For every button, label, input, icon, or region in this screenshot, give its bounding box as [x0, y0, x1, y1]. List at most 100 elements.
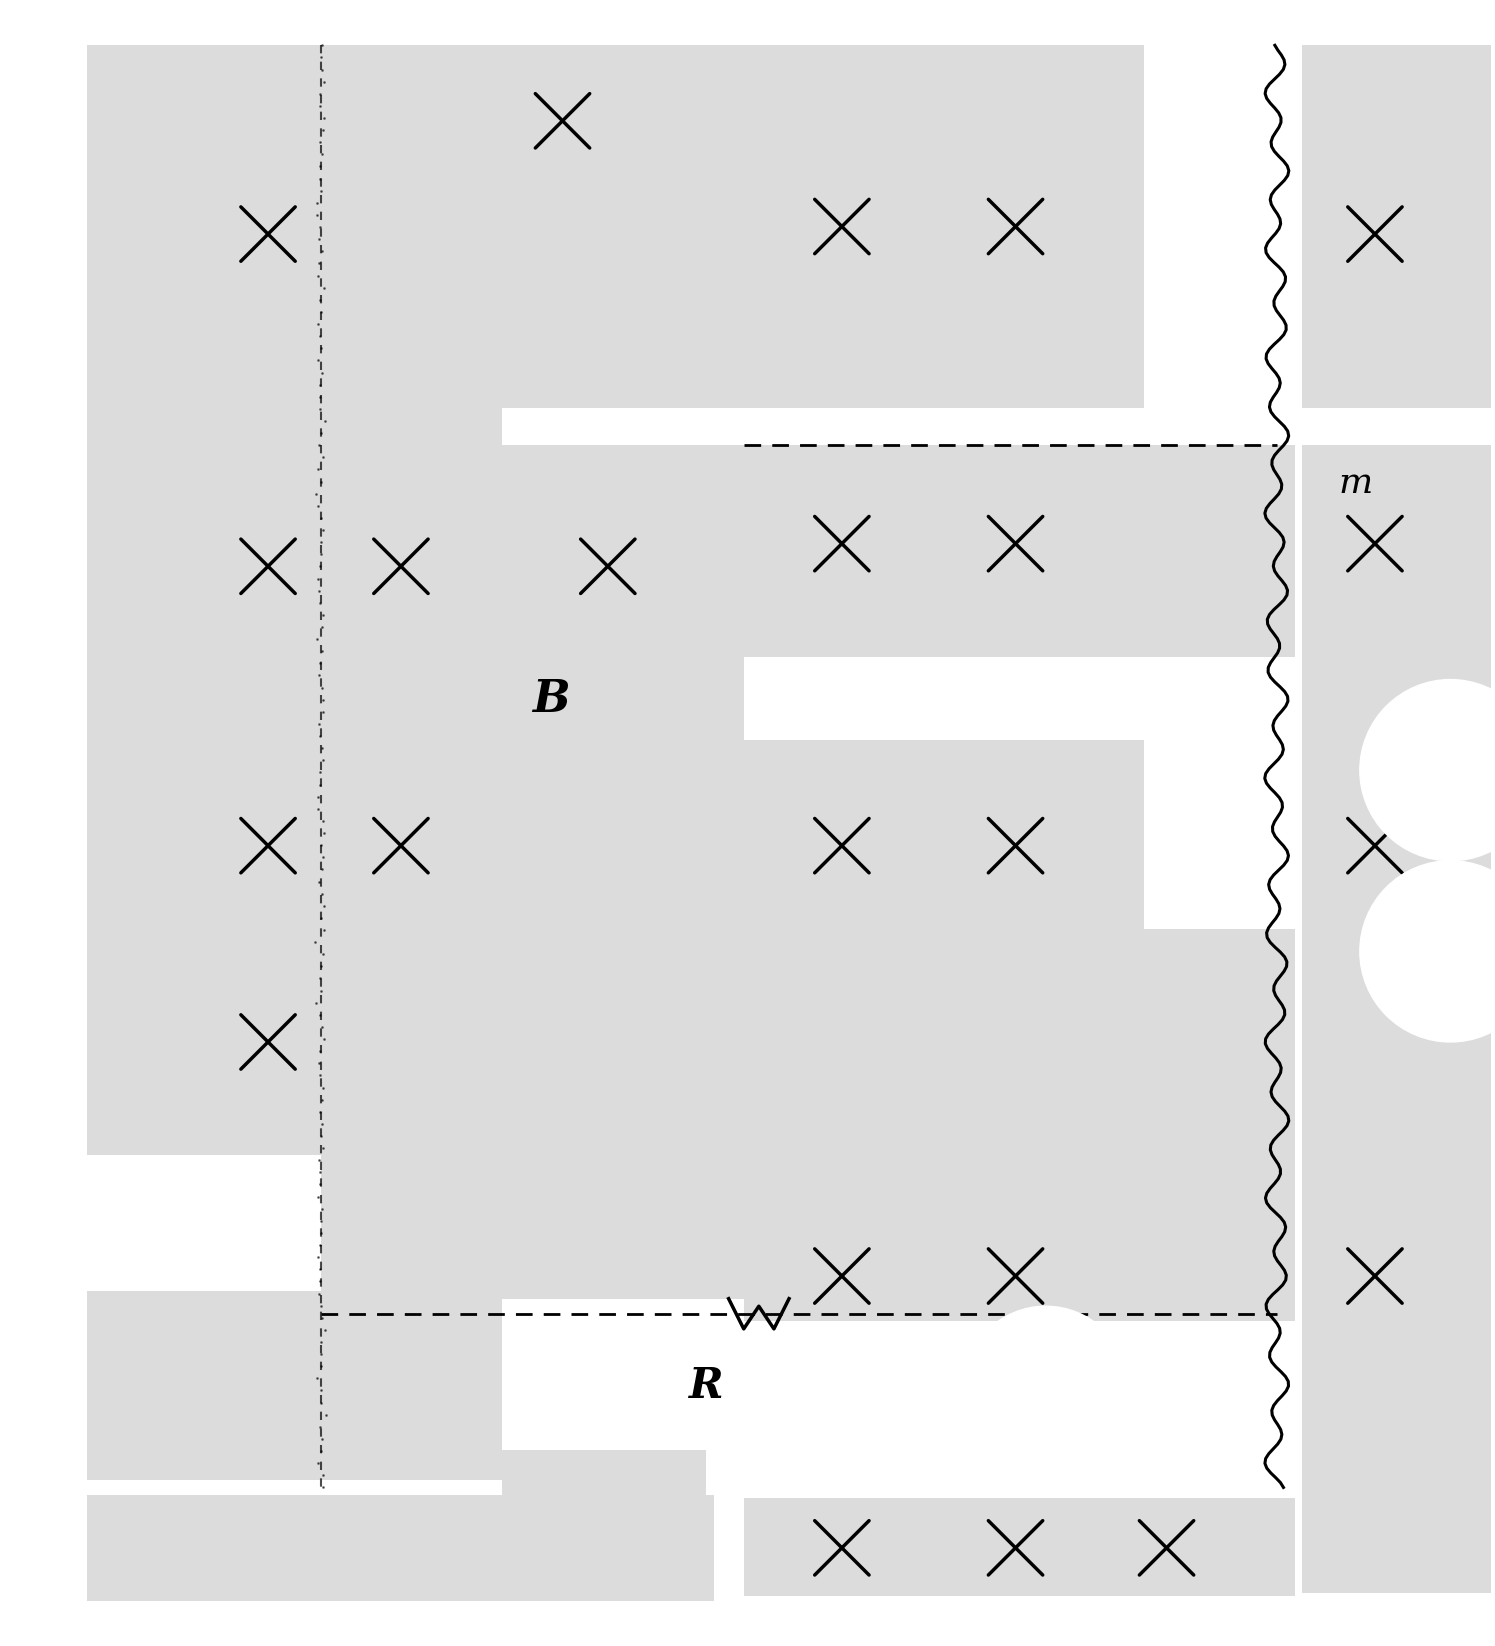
- Point: [309, 1086, 333, 1113]
- Point: [309, 1305, 333, 1332]
- Point: [309, 178, 333, 204]
- Bar: [743, 446, 1295, 657]
- Point: [308, 1159, 332, 1185]
- Point: [305, 989, 329, 1016]
- Point: [309, 639, 333, 665]
- Point: [305, 565, 329, 591]
- Point: [312, 917, 336, 943]
- Point: [311, 686, 335, 713]
- Point: [306, 711, 330, 737]
- Bar: [87, 1290, 502, 1480]
- Point: [308, 723, 332, 749]
- Point: [312, 1025, 336, 1052]
- Point: [306, 492, 330, 518]
- Bar: [743, 928, 1295, 1314]
- Point: [309, 1208, 333, 1234]
- Point: [308, 578, 332, 604]
- Bar: [502, 46, 752, 408]
- Point: [308, 1147, 332, 1174]
- Point: [309, 614, 333, 640]
- Point: [312, 69, 336, 95]
- Point: [305, 1183, 329, 1210]
- Point: [308, 153, 332, 179]
- Point: [308, 542, 332, 568]
- Point: [308, 323, 332, 349]
- Point: [308, 1039, 332, 1065]
- Point: [309, 239, 333, 265]
- Text: R: R: [689, 1365, 724, 1407]
- Text: B: B: [532, 678, 570, 721]
- Point: [306, 347, 330, 374]
- Point: [309, 905, 333, 932]
- Point: [305, 311, 329, 337]
- Point: [308, 759, 332, 785]
- Point: [314, 1401, 338, 1427]
- Point: [312, 275, 336, 301]
- Point: [308, 662, 332, 688]
- Point: [309, 1439, 333, 1465]
- Point: [305, 189, 329, 216]
- Point: [308, 1172, 332, 1198]
- Point: [309, 1389, 333, 1416]
- Point: [309, 1353, 333, 1379]
- Point: [308, 1062, 332, 1088]
- Point: [308, 81, 332, 107]
- Point: [309, 420, 333, 446]
- Point: [309, 469, 333, 495]
- Point: [306, 250, 330, 277]
- Circle shape: [1360, 680, 1495, 861]
- Point: [309, 336, 333, 362]
- Point: [306, 1244, 330, 1271]
- Point: [309, 1220, 333, 1246]
- Bar: [87, 46, 502, 770]
- Point: [311, 844, 335, 871]
- Point: [309, 528, 333, 555]
- Point: [309, 736, 333, 762]
- Bar: [743, 1238, 1295, 1322]
- Bar: [1302, 46, 1491, 408]
- Point: [309, 142, 333, 168]
- Point: [308, 1292, 332, 1318]
- Point: [303, 928, 327, 955]
- Point: [309, 298, 333, 324]
- Point: [311, 808, 335, 835]
- Point: [306, 262, 330, 288]
- Point: [311, 602, 335, 629]
- Bar: [743, 1498, 1295, 1597]
- Point: [308, 372, 332, 398]
- Text: m: m: [1338, 466, 1372, 500]
- Point: [306, 431, 330, 458]
- Point: [311, 56, 335, 82]
- Point: [306, 1050, 330, 1076]
- Bar: [743, 46, 1144, 408]
- Point: [314, 1317, 338, 1343]
- Point: [309, 953, 333, 979]
- Point: [308, 772, 332, 798]
- Point: [309, 978, 333, 1004]
- Point: [311, 117, 335, 143]
- Point: [309, 1123, 333, 1149]
- Point: [309, 505, 333, 532]
- Point: [309, 1328, 333, 1355]
- Point: [308, 1256, 332, 1282]
- Point: [312, 892, 336, 918]
- Point: [309, 831, 333, 858]
- Circle shape: [1360, 861, 1495, 1042]
- Point: [309, 1341, 333, 1368]
- Point: [308, 92, 332, 119]
- Point: [308, 1098, 332, 1124]
- Bar: [87, 770, 502, 1155]
- Point: [308, 44, 332, 71]
- Point: [305, 202, 329, 229]
- Point: [309, 1111, 333, 1137]
- Point: [308, 965, 332, 991]
- Point: [311, 1136, 335, 1162]
- Point: [308, 214, 332, 240]
- Point: [308, 869, 332, 895]
- Bar: [87, 1495, 713, 1600]
- Point: [309, 1014, 333, 1040]
- Point: [306, 795, 330, 821]
- Bar: [321, 446, 743, 1299]
- Bar: [1302, 446, 1491, 1593]
- Point: [308, 1269, 332, 1295]
